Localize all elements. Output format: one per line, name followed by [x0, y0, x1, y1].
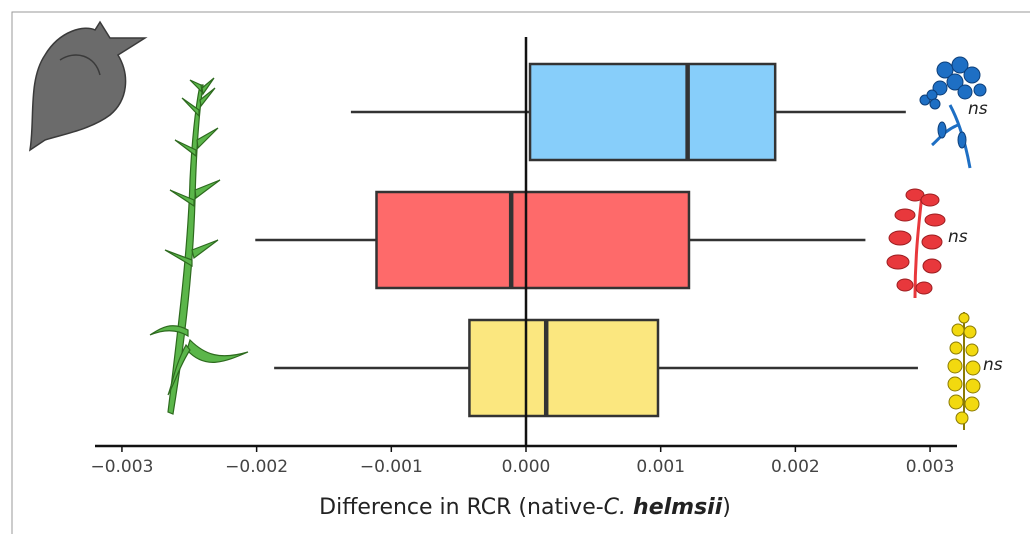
x-tick-label: 0.001 — [636, 457, 685, 477]
x-tick-label: 0.000 — [502, 457, 551, 477]
x-axis-label: Difference in RCR (native-C. helmsii) — [319, 495, 731, 520]
x-label-text: Difference in RCR (native- — [319, 495, 604, 520]
frame — [11, 11, 1030, 534]
yellow-flower-illustration — [947, 312, 981, 430]
x-tick-label: 0.003 — [906, 457, 955, 477]
x-label-close: ) — [722, 495, 731, 520]
plant-illustration — [149, 77, 249, 415]
blue-flower-illustration — [919, 56, 987, 169]
x-tick-label: −0.001 — [360, 457, 423, 477]
x-tick-label: −0.003 — [90, 457, 153, 477]
box — [528, 62, 777, 162]
annotation: ns — [983, 355, 1003, 375]
annotation: ns — [948, 227, 968, 247]
x-label-genus: C. — [604, 495, 633, 520]
annotation: ns — [968, 99, 988, 119]
box — [375, 190, 691, 290]
x-label-species: helmsii — [633, 495, 723, 520]
snail-illustration — [28, 20, 148, 152]
red-flower-illustration — [886, 188, 946, 299]
x-tick-label: −0.002 — [225, 457, 288, 477]
box — [468, 318, 660, 418]
x-tick-label: 0.002 — [771, 457, 820, 477]
